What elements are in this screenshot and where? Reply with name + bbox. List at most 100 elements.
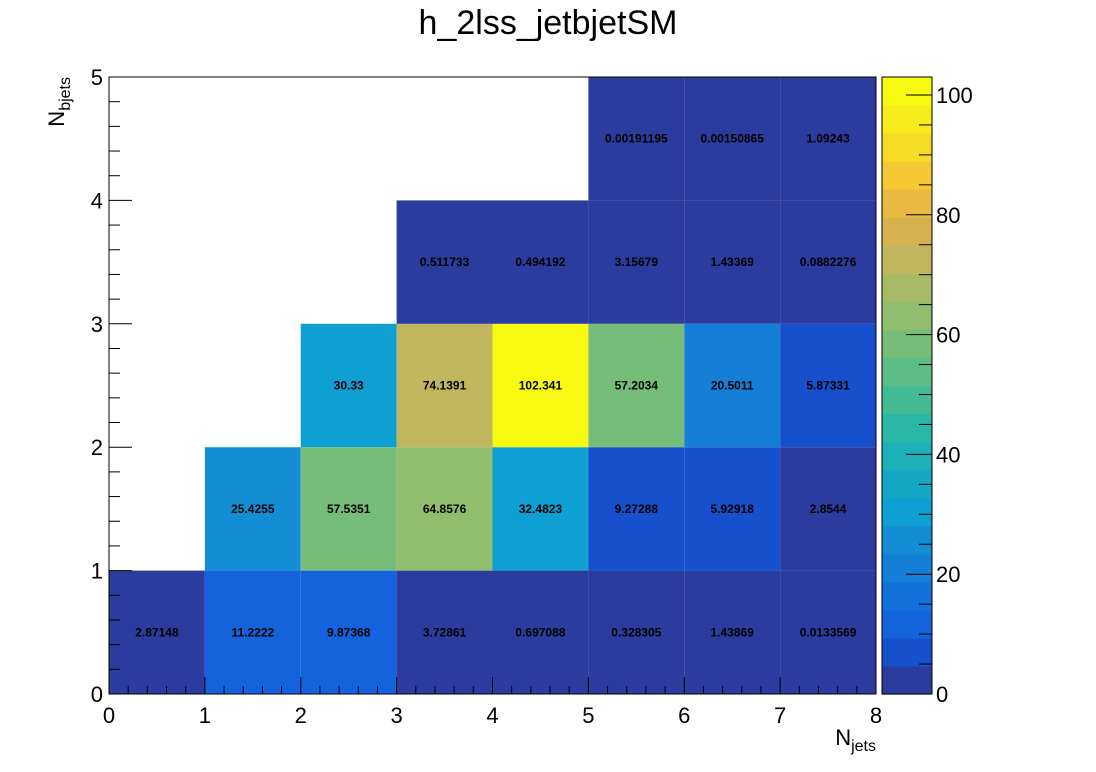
- x-tick-label: 4: [486, 703, 498, 728]
- heatmap-cell: [588, 447, 685, 571]
- colorbar-segment: [882, 553, 932, 583]
- colorbar-segment: [882, 441, 932, 471]
- colorbar-segment: [882, 525, 932, 555]
- y-axis-label: Nbjets: [44, 77, 74, 127]
- x-tick-label: 5: [582, 703, 594, 728]
- heatmap-cell: [780, 323, 876, 448]
- cell-value-label: 57.5351: [327, 502, 371, 516]
- heatmap-cell: [492, 200, 589, 324]
- cell-value-label: 64.8576: [423, 502, 467, 516]
- cell-value-label: 0.494192: [515, 255, 565, 269]
- cell-value-label: 57.2034: [615, 379, 659, 393]
- colorbar-segment: [882, 329, 932, 359]
- y-tick-label: 5: [91, 65, 103, 90]
- heatmap-cell: [780, 570, 876, 694]
- cell-value-label: 0.0133569: [800, 625, 857, 639]
- cell-value-label: 3.72861: [423, 625, 467, 639]
- heatmap-cell: [492, 570, 589, 694]
- colorbar-segment: [882, 105, 932, 134]
- colorbar-tick-label: 40: [936, 442, 960, 467]
- heatmap-cell: [300, 570, 397, 694]
- cell-value-label: 11.2222: [231, 625, 274, 639]
- colorbar-tick-label: 60: [936, 323, 960, 348]
- heatmap-cell: [396, 570, 493, 694]
- heatmap-cell: [204, 447, 301, 571]
- colorbar-segment: [882, 77, 932, 106]
- heatmap-cell: [396, 447, 493, 571]
- x-tick-label: 0: [103, 703, 115, 728]
- heatmap-cell: [780, 200, 876, 324]
- y-tick-label: 0: [91, 682, 103, 707]
- heatmap-cell: [684, 77, 781, 201]
- y-tick-label: 4: [91, 188, 103, 213]
- heatmap-cell: [588, 323, 685, 448]
- x-tick-label: 6: [678, 703, 690, 728]
- cell-value-label: 20.5011: [711, 379, 754, 393]
- heatmap-cell: [300, 447, 397, 571]
- cell-value-label: 2.87148: [135, 625, 179, 639]
- heatmap-cell: [204, 570, 301, 694]
- colorbar-segment: [882, 413, 932, 443]
- cell-value-label: 0.00191195: [605, 132, 668, 146]
- cell-value-label: 1.43869: [710, 625, 754, 639]
- colorbar-segment: [882, 161, 932, 190]
- heatmap-cell: [780, 77, 876, 201]
- colorbar-segment: [882, 637, 932, 667]
- x-tick-label: 3: [391, 703, 403, 728]
- cell-value-label: 5.92918: [710, 502, 754, 516]
- cell-value-label: 1.09243: [806, 132, 850, 146]
- cell-value-label: 25.4255: [231, 502, 275, 516]
- x-tick-label: 7: [774, 703, 786, 728]
- cell-value-label: 74.1391: [423, 379, 467, 393]
- colorbar-tick-label: 80: [936, 203, 960, 228]
- colorbar-segment: [882, 133, 932, 162]
- colorbar-segment: [882, 665, 932, 695]
- heatmap-cell: [684, 447, 781, 571]
- chart-title: h_2lss_jetbjetSM: [418, 4, 678, 42]
- colorbar-segment: [882, 217, 932, 246]
- cell-value-label: 102.341: [519, 379, 563, 393]
- heatmap-cell: [109, 570, 205, 694]
- cell-value-label: 0.328305: [611, 625, 661, 639]
- cell-value-label: 0.511733: [420, 255, 470, 269]
- cell-value-label: 0.00150865: [700, 132, 764, 146]
- colorbar-segment: [882, 273, 932, 302]
- heatmap-cell: [684, 323, 781, 448]
- colorbar-segment: [882, 357, 932, 387]
- x-tick-label: 1: [199, 703, 211, 728]
- y-tick-label: 1: [91, 559, 103, 584]
- cell-value-label: 30.33: [334, 379, 364, 393]
- heatmap-cell: [684, 570, 781, 694]
- heatmap-cell: [684, 200, 781, 324]
- cell-value-label: 0.697088: [515, 625, 565, 639]
- colorbar-segment: [882, 301, 932, 331]
- x-tick-label: 2: [295, 703, 307, 728]
- colorbar-tick-label: 100: [936, 83, 973, 108]
- cell-value-label: 32.4823: [519, 502, 563, 516]
- cell-value-label: 9.27288: [615, 502, 659, 516]
- y-tick-label: 3: [91, 312, 103, 337]
- colorbar-tick-label: 0: [936, 682, 948, 707]
- cell-value-label: 3.15679: [615, 255, 659, 269]
- heatmap-cell: [588, 570, 685, 694]
- heatmap-cell: [396, 200, 493, 324]
- heatmap-cell: [492, 447, 589, 571]
- cell-value-label: 5.87331: [806, 379, 850, 393]
- heatmap-cell: [396, 323, 493, 448]
- colorbar-segment: [882, 497, 932, 527]
- x-axis-label: Njets: [835, 725, 876, 755]
- x-tick-label: 8: [870, 703, 882, 728]
- colorbar-segment: [882, 581, 932, 611]
- cell-value-label: 9.87368: [327, 625, 371, 639]
- colorbar-tick-label: 20: [936, 562, 960, 587]
- cell-value-label: 0.0882276: [800, 255, 857, 269]
- heatmap-cell: [300, 323, 397, 448]
- colorbar-segment: [882, 189, 932, 218]
- heatmap-cell: [588, 200, 685, 324]
- cell-value-label: 1.43369: [710, 255, 754, 269]
- y-tick-label: 2: [91, 435, 103, 460]
- heatmap-cell: [588, 77, 685, 201]
- colorbar-segment: [882, 245, 932, 274]
